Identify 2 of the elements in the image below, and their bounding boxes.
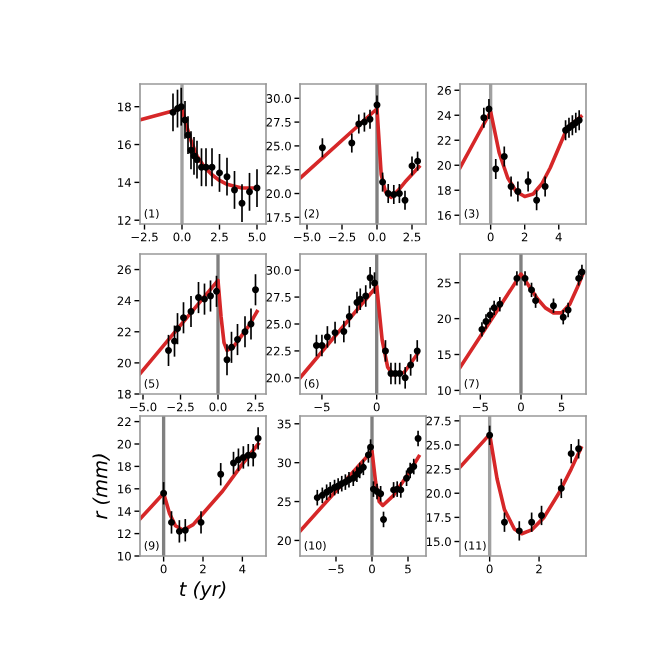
x-axis-title: t (yr) (180, 581, 226, 600)
y-axis-title: r (mm) (92, 454, 110, 519)
